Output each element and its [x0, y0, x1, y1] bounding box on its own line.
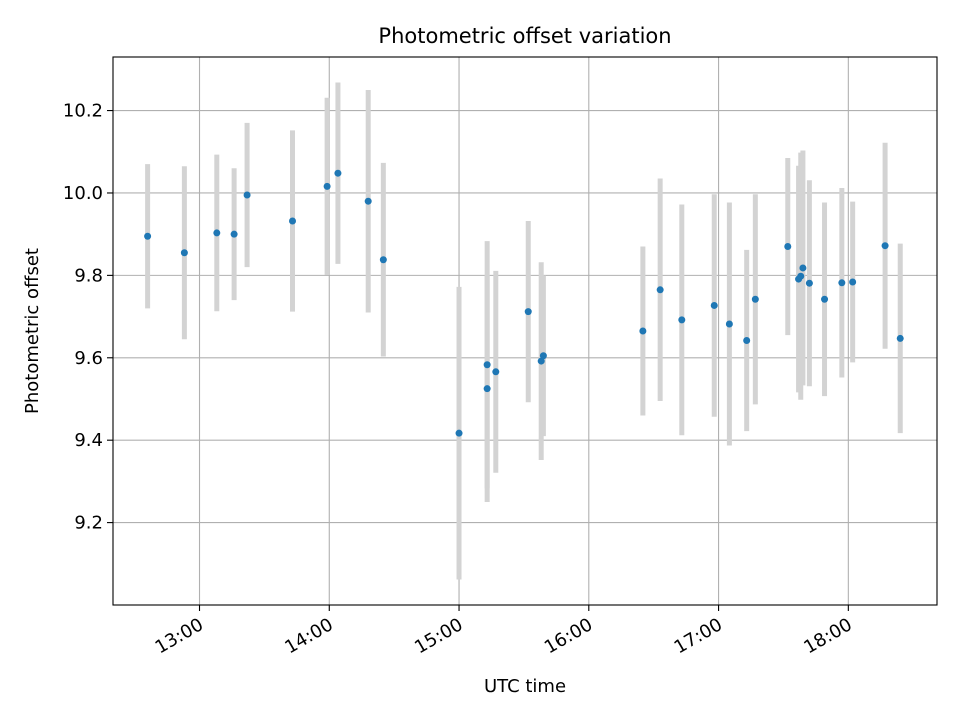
- data-point: [243, 191, 251, 199]
- data-point: [710, 301, 718, 309]
- data-point: [455, 429, 463, 437]
- data-point: [379, 256, 387, 264]
- y-tick-label: 9.6: [74, 348, 103, 369]
- data-point: [492, 368, 500, 376]
- data-point: [821, 295, 829, 303]
- data-point: [230, 230, 238, 238]
- data-point: [751, 295, 759, 303]
- data-point: [896, 334, 904, 342]
- data-point: [799, 264, 807, 272]
- data-point: [289, 217, 297, 225]
- y-tick-label: 9.2: [74, 513, 103, 534]
- data-point: [784, 243, 792, 251]
- data-point: [881, 242, 889, 250]
- chart-title: Photometric offset variation: [378, 24, 671, 48]
- data-point: [334, 169, 342, 177]
- data-point: [639, 327, 647, 335]
- data-point: [838, 279, 846, 287]
- data-point: [849, 278, 857, 286]
- y-tick-label: 10.0: [63, 183, 103, 204]
- data-point: [725, 320, 733, 328]
- data-point: [364, 197, 372, 205]
- data-point: [537, 357, 545, 365]
- data-point: [805, 279, 813, 287]
- data-point: [144, 232, 152, 240]
- y-tick-label: 9.4: [74, 430, 103, 451]
- data-point: [483, 385, 491, 393]
- data-point: [678, 316, 686, 324]
- data-point: [213, 229, 221, 237]
- data-point: [323, 182, 331, 190]
- data-point: [180, 249, 188, 257]
- y-tick-label: 9.8: [74, 265, 103, 286]
- plot-area-frame: [112, 56, 938, 606]
- y-tick-label: 10.2: [63, 101, 103, 122]
- x-axis-label: UTC time: [484, 676, 566, 697]
- data-point: [743, 336, 751, 344]
- data-point: [539, 352, 547, 360]
- y-axis-ticks: 9.2 9.4 9.6 9.8 10.0 10.2: [63, 101, 113, 534]
- y-axis-label: Photometric offset: [22, 248, 43, 414]
- data-point: [524, 308, 532, 316]
- data-point: [483, 361, 491, 369]
- data-point: [797, 272, 805, 280]
- data-points: [144, 169, 904, 437]
- data-point: [656, 286, 664, 294]
